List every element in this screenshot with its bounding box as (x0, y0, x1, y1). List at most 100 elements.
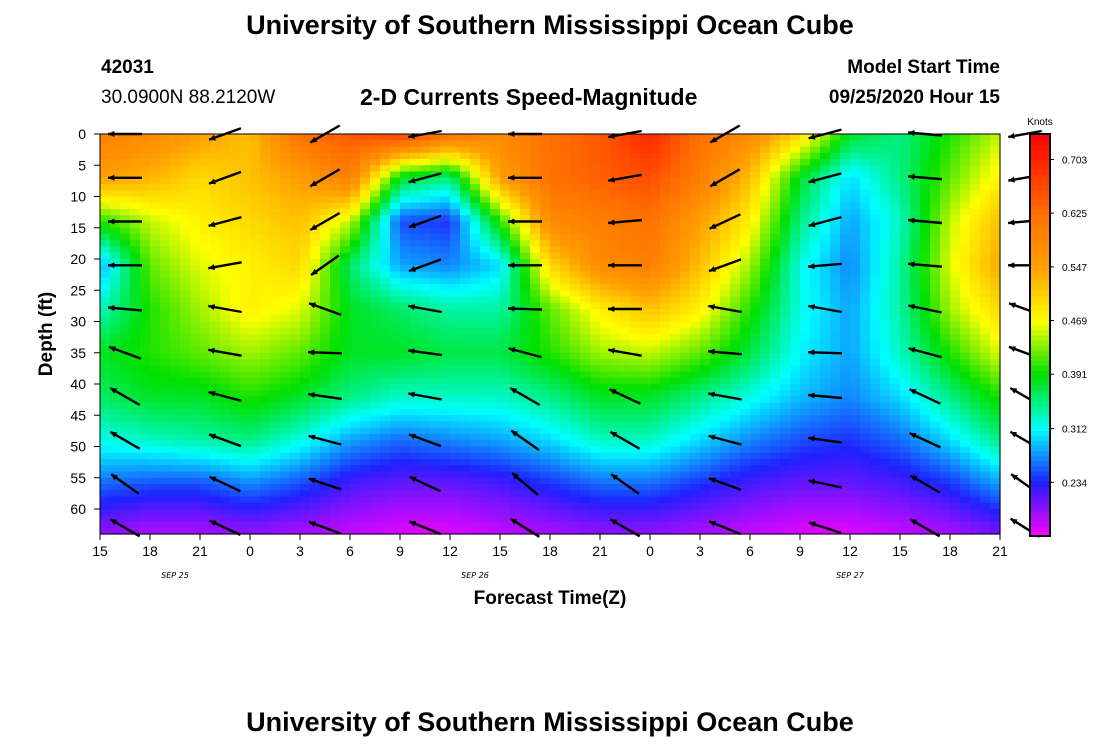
speed-cell (190, 390, 201, 398)
speed-cell (290, 352, 301, 360)
speed-cell (750, 471, 761, 479)
speed-cell (120, 402, 131, 410)
speed-cell (440, 202, 451, 210)
speed-cell (600, 177, 611, 185)
speed-cell (280, 227, 291, 235)
speed-cell (150, 440, 161, 448)
speed-cell (800, 277, 811, 285)
speed-cell (960, 415, 971, 423)
speed-cell (620, 402, 631, 410)
speed-cell (290, 252, 301, 260)
speed-cell (660, 459, 671, 466)
speed-cell (790, 271, 801, 279)
speed-cell (930, 234, 941, 241)
speed-cell (270, 271, 281, 279)
speed-cell (290, 296, 301, 304)
speed-cell (940, 134, 951, 141)
speed-cell (250, 459, 261, 466)
speed-cell (740, 321, 751, 329)
speed-cell (960, 290, 971, 298)
speed-cell (340, 334, 351, 341)
speed-cell (870, 384, 881, 391)
speed-cell (170, 465, 181, 473)
speed-cell (640, 146, 651, 154)
speed-cell (320, 421, 331, 429)
speed-cell (750, 171, 761, 179)
speed-cell (660, 377, 671, 385)
speed-cell (800, 427, 811, 435)
speed-cell (640, 371, 651, 379)
speed-cell (790, 371, 801, 379)
speed-cell (380, 377, 391, 385)
speed-cell (880, 152, 891, 160)
speed-cell (110, 452, 121, 460)
speed-cell (120, 290, 131, 298)
speed-cell (470, 459, 481, 466)
speed-cell (300, 159, 311, 166)
speed-cell (810, 409, 821, 416)
speed-cell (570, 465, 581, 473)
speed-cell (130, 434, 141, 441)
speed-cell (330, 259, 341, 266)
speed-cell (910, 259, 921, 266)
speed-cell (500, 327, 511, 335)
speed-cell (500, 196, 511, 204)
speed-cell (580, 427, 591, 435)
speed-cell (940, 434, 951, 441)
speed-cell (130, 359, 141, 366)
speed-cell (310, 427, 321, 435)
speed-cell (920, 434, 931, 441)
speed-cell (180, 371, 191, 379)
speed-cell (250, 402, 261, 410)
speed-cell (390, 159, 401, 166)
speed-cell (700, 315, 711, 323)
speed-cell (670, 184, 681, 191)
speed-cell (250, 321, 261, 329)
speed-cell (310, 196, 321, 204)
speed-cell (300, 452, 311, 460)
speed-cell (580, 446, 591, 454)
speed-cell (210, 202, 221, 210)
speed-cell (650, 434, 661, 441)
speed-cell (870, 315, 881, 323)
speed-cell (680, 227, 691, 235)
speed-cell (500, 459, 511, 466)
speed-cell (990, 377, 1001, 385)
speed-cell (630, 234, 641, 241)
speed-cell (720, 459, 731, 466)
speed-cell (360, 140, 371, 148)
speed-cell (880, 184, 891, 191)
speed-cell (770, 402, 781, 410)
speed-cell (900, 465, 911, 473)
speed-cell (400, 240, 411, 248)
speed-cell (630, 184, 641, 191)
speed-cell (410, 290, 421, 298)
speed-cell (110, 177, 121, 185)
speed-cell (840, 227, 851, 235)
speed-cell (420, 427, 431, 435)
speed-cell (800, 409, 811, 416)
speed-cell (140, 465, 151, 473)
speed-cell (370, 402, 381, 410)
speed-cell (790, 152, 801, 160)
speed-cell (750, 465, 761, 473)
speed-cell (790, 290, 801, 298)
speed-cell (430, 234, 441, 241)
speed-cell (670, 265, 681, 273)
speed-cell (520, 440, 531, 448)
speed-cell (340, 227, 351, 235)
speed-cell (210, 146, 221, 154)
speed-cell (120, 327, 131, 335)
speed-cell (410, 359, 421, 366)
speed-cell (470, 227, 481, 235)
speed-cell (620, 309, 631, 316)
speed-cell (580, 409, 591, 416)
speed-cell (500, 440, 511, 448)
speed-cell (430, 284, 441, 291)
speed-cell (280, 302, 291, 310)
speed-cell (530, 346, 541, 354)
speed-cell (510, 446, 521, 454)
speed-cell (340, 271, 351, 279)
speed-cell (880, 371, 891, 379)
speed-cell (970, 377, 981, 385)
